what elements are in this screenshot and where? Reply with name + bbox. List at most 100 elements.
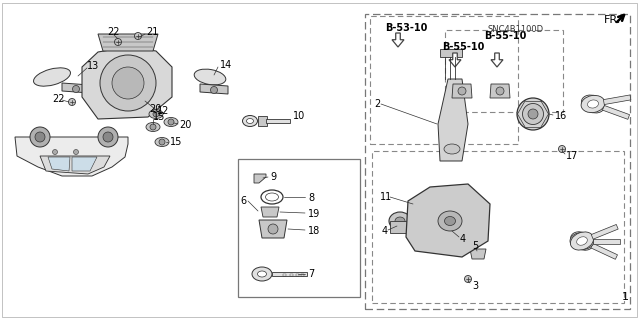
Circle shape — [168, 119, 174, 125]
Text: 10: 10 — [293, 111, 305, 121]
Text: 7: 7 — [308, 269, 314, 279]
Text: 5: 5 — [472, 241, 478, 251]
Polygon shape — [591, 225, 618, 239]
Polygon shape — [259, 220, 287, 238]
Polygon shape — [392, 33, 404, 47]
Ellipse shape — [522, 103, 543, 124]
Bar — [390, 221, 410, 233]
Ellipse shape — [443, 222, 453, 230]
Text: 17: 17 — [566, 151, 579, 161]
Ellipse shape — [257, 271, 266, 277]
Circle shape — [112, 67, 144, 99]
Polygon shape — [593, 239, 620, 243]
Polygon shape — [490, 84, 510, 98]
Bar — [301, 273, 304, 276]
Ellipse shape — [581, 95, 605, 113]
Ellipse shape — [146, 122, 160, 131]
Text: 1: 1 — [622, 292, 629, 302]
Ellipse shape — [570, 232, 593, 250]
Circle shape — [150, 124, 156, 130]
Polygon shape — [254, 174, 266, 183]
Polygon shape — [604, 95, 631, 105]
Ellipse shape — [577, 237, 588, 245]
Text: 11: 11 — [380, 192, 392, 202]
Bar — [291, 273, 292, 276]
Bar — [438, 226, 458, 238]
Ellipse shape — [588, 100, 598, 108]
Ellipse shape — [266, 193, 278, 201]
Ellipse shape — [444, 144, 460, 154]
Text: 15: 15 — [153, 112, 165, 122]
Polygon shape — [591, 243, 618, 259]
Circle shape — [68, 99, 76, 106]
Polygon shape — [266, 119, 290, 123]
Ellipse shape — [581, 95, 605, 113]
Ellipse shape — [149, 109, 163, 118]
Polygon shape — [406, 184, 490, 257]
Ellipse shape — [445, 217, 456, 226]
Text: 13: 13 — [87, 61, 99, 71]
Circle shape — [211, 86, 218, 93]
Circle shape — [153, 111, 159, 117]
Polygon shape — [98, 34, 158, 51]
Ellipse shape — [155, 137, 169, 146]
Polygon shape — [491, 53, 503, 67]
Polygon shape — [272, 272, 307, 276]
Bar — [284, 273, 285, 276]
Text: 4: 4 — [382, 226, 388, 236]
Circle shape — [72, 85, 79, 93]
Circle shape — [268, 224, 278, 234]
Polygon shape — [82, 47, 172, 119]
Circle shape — [115, 39, 122, 46]
Text: B-55-10: B-55-10 — [442, 42, 484, 52]
Polygon shape — [15, 137, 128, 176]
Ellipse shape — [588, 100, 598, 108]
Ellipse shape — [577, 237, 588, 245]
Text: 2: 2 — [374, 99, 380, 109]
Text: 3: 3 — [472, 281, 478, 291]
Circle shape — [30, 127, 50, 147]
Ellipse shape — [395, 217, 405, 225]
Polygon shape — [200, 84, 228, 94]
Polygon shape — [62, 83, 90, 93]
Polygon shape — [470, 249, 486, 259]
Ellipse shape — [437, 217, 459, 235]
Text: 15: 15 — [170, 137, 182, 147]
Circle shape — [134, 33, 141, 40]
Ellipse shape — [528, 109, 538, 119]
Polygon shape — [452, 84, 472, 98]
Circle shape — [103, 132, 113, 142]
Text: 22: 22 — [52, 94, 65, 104]
Text: 14: 14 — [220, 60, 232, 70]
Ellipse shape — [33, 68, 70, 86]
Text: B-53-10: B-53-10 — [385, 23, 428, 33]
Circle shape — [496, 87, 504, 95]
Text: 16: 16 — [555, 111, 567, 121]
Circle shape — [458, 87, 466, 95]
Circle shape — [98, 127, 118, 147]
Circle shape — [35, 132, 45, 142]
Bar — [440, 49, 462, 57]
Ellipse shape — [517, 98, 549, 130]
Circle shape — [74, 150, 79, 154]
Text: 9: 9 — [270, 172, 276, 182]
Text: 8: 8 — [308, 193, 314, 203]
Text: 22: 22 — [107, 27, 120, 37]
Polygon shape — [438, 79, 468, 161]
Text: FR.: FR. — [604, 15, 621, 25]
Ellipse shape — [252, 267, 272, 281]
Text: 20: 20 — [149, 104, 161, 114]
Polygon shape — [261, 207, 279, 217]
Polygon shape — [602, 105, 630, 119]
Circle shape — [100, 55, 156, 111]
Polygon shape — [449, 53, 461, 67]
Ellipse shape — [194, 69, 226, 85]
Polygon shape — [48, 157, 70, 171]
Ellipse shape — [570, 233, 594, 249]
Ellipse shape — [438, 211, 462, 231]
Text: 18: 18 — [308, 226, 320, 236]
Ellipse shape — [246, 118, 253, 123]
Polygon shape — [40, 156, 110, 174]
Text: 6: 6 — [240, 196, 246, 206]
Ellipse shape — [164, 117, 178, 127]
